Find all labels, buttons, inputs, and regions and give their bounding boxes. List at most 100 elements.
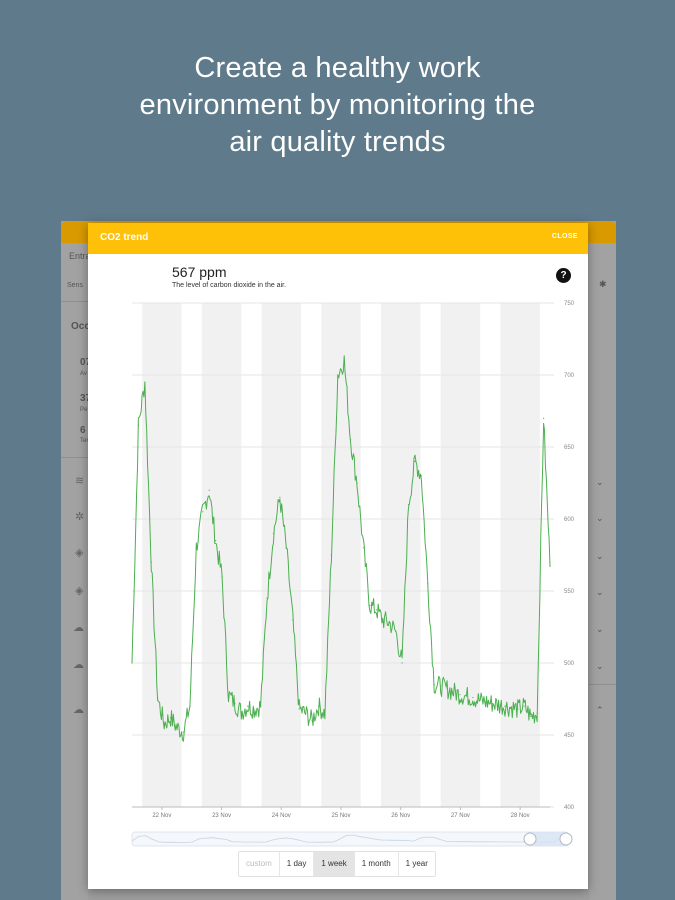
dialog-header: CO2 trend CLOSE: [88, 223, 588, 254]
range-option-1-week[interactable]: 1 week: [314, 852, 355, 876]
co2-data-point: [182, 731, 185, 733]
dialog-title: CO2 trend: [100, 232, 149, 243]
co2-data-point: [253, 708, 255, 710]
co2-data-point: [176, 727, 178, 729]
drop-icon: ◈: [75, 547, 84, 559]
co2-data-point: [247, 705, 249, 707]
co2-data-point: [356, 482, 358, 484]
co2-data-point: [131, 662, 133, 664]
y-tick-label: 700: [564, 373, 575, 379]
co2-data-point: [305, 712, 307, 714]
background-fragment: Av: [80, 371, 87, 377]
headline-line-2: environment by monitoring the: [139, 89, 536, 121]
chevron-down-icon[interactable]: ⌄: [596, 587, 604, 597]
radiation-icon: ✲: [75, 511, 85, 523]
day-band: [500, 303, 540, 807]
drop-icon: ◈: [75, 585, 84, 597]
chevron-down-icon[interactable]: ⌄: [596, 477, 604, 487]
chevron-down-icon[interactable]: ⌄: [596, 513, 604, 523]
headline: Create a healthy work environment by mon…: [0, 50, 675, 161]
day-band: [321, 303, 361, 807]
co2-data-point: [401, 662, 403, 664]
day-band: [261, 303, 301, 807]
background-fragment: Ter: [80, 438, 89, 444]
co2-data-point: [330, 554, 332, 556]
range-option-1-month[interactable]: 1 month: [354, 852, 399, 876]
co2-data-point: [459, 694, 461, 696]
co2-data-point: [452, 691, 455, 693]
co2-data-point: [208, 489, 210, 491]
navigator-selection: [528, 832, 568, 846]
co2-data-point: [169, 717, 172, 719]
co2-data-point: [195, 547, 197, 549]
y-tick-label: 650: [564, 445, 575, 451]
co2-data-point: [189, 705, 191, 707]
x-tick-label: 27 Nov: [451, 813, 470, 819]
co2-data-point: [414, 460, 416, 462]
co2-data-point: [298, 708, 300, 710]
co2-data-point: [485, 701, 487, 703]
navigator-handle-right[interactable]: [559, 832, 573, 846]
y-tick-label: 600: [564, 517, 575, 523]
range-navigator: [131, 831, 569, 847]
co2-data-point: [215, 540, 217, 542]
reading-description: The level of carbon dioxide in the air.: [172, 282, 287, 289]
chevron-up-icon[interactable]: ⌃: [596, 705, 604, 715]
co2-data-point: [279, 496, 281, 498]
co2-data-point: [150, 561, 152, 563]
co2-data-point: [240, 711, 242, 713]
background-fragment: Entra: [69, 251, 91, 261]
x-tick-label: 25 Nov: [331, 813, 350, 819]
co2-data-point: [350, 439, 352, 441]
co2-data-point: [504, 705, 506, 707]
co2-data-point: [292, 619, 294, 621]
y-tick-label: 750: [564, 301, 575, 307]
co2-data-point: [343, 360, 345, 362]
co2-data-point: [517, 708, 519, 710]
background-divider: [61, 457, 88, 458]
background-fragment: Sens: [67, 282, 83, 289]
co2-data-point: [407, 504, 410, 506]
chevron-down-icon[interactable]: ⌄: [596, 551, 604, 561]
co2-data-point: [542, 417, 545, 419]
co2-data-point: [530, 715, 532, 717]
chevron-down-icon[interactable]: ⌄: [596, 661, 604, 671]
background-fragment: Pe: [80, 407, 88, 413]
background-panel-right: [589, 243, 616, 900]
chevron-down-icon[interactable]: ⌄: [596, 624, 604, 634]
headline-line-1: Create a healthy work: [194, 52, 481, 84]
co2-data-point: [266, 597, 268, 599]
range-option-1-day[interactable]: 1 day: [279, 852, 315, 876]
co2-data-point: [317, 705, 320, 707]
cloud-icon: ☁: [73, 659, 84, 671]
help-icon[interactable]: ?: [556, 268, 571, 283]
current-reading: 567 ppm: [172, 264, 227, 280]
navigator-handle-left[interactable]: [523, 832, 537, 846]
co2-data-point: [375, 609, 377, 611]
range-option-custom[interactable]: custom: [239, 852, 280, 876]
co2-data-point: [395, 630, 397, 632]
background-divider: [589, 684, 616, 685]
co2-data-point: [420, 475, 422, 477]
day-band: [142, 303, 182, 807]
close-button[interactable]: CLOSE: [551, 233, 578, 240]
co2-data-point: [324, 712, 326, 714]
co2-data-point: [536, 712, 538, 714]
background-fragment: 07: [80, 357, 92, 368]
background-fragment: 37: [80, 393, 92, 404]
range-option-1-year[interactable]: 1 year: [398, 852, 435, 876]
co2-data-point: [549, 565, 551, 568]
co2-data-point: [427, 583, 429, 585]
co2-series-line: [131, 355, 551, 742]
day-band: [440, 303, 481, 807]
co2-data-point: [523, 705, 525, 707]
y-tick-label: 550: [564, 589, 575, 595]
co2-data-point: [446, 688, 448, 690]
co2-data-point: [137, 424, 140, 426]
cloud-icon: ☁: [73, 622, 84, 634]
co2-data-point: [221, 576, 223, 578]
co2-data-point: [440, 685, 442, 687]
co2-data-point: [478, 699, 480, 702]
co2-data-point: [202, 511, 204, 513]
gear-icon[interactable]: ✱: [599, 279, 607, 289]
